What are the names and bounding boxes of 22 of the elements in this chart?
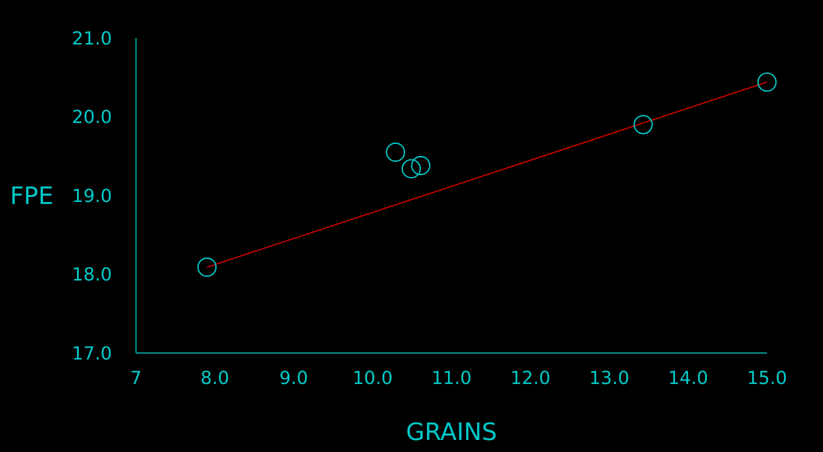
x-tick-label: 11.0 bbox=[431, 368, 472, 389]
x-tick-label: 8.0 bbox=[200, 368, 230, 389]
y-tick-label: 19.0 bbox=[72, 186, 112, 207]
y-axis-title: FPE bbox=[10, 182, 54, 210]
x-tick-label: 9.0 bbox=[279, 368, 308, 389]
x-tick-label: 14.0 bbox=[668, 368, 708, 389]
x-tick-label: 7 bbox=[130, 368, 142, 389]
point bbox=[634, 114, 653, 134]
x-tick-label: 10.0 bbox=[352, 368, 393, 389]
point bbox=[402, 159, 421, 178]
point bbox=[197, 258, 217, 277]
y-tick-label: 17.0 bbox=[72, 343, 112, 364]
x-tick-label: 12.0 bbox=[510, 368, 550, 389]
x-tick-label: 15.0 bbox=[746, 368, 788, 389]
point bbox=[757, 72, 777, 92]
point bbox=[386, 142, 406, 162]
y-tick-label: 21.0 bbox=[72, 28, 112, 50]
y-tick-label: 20.0 bbox=[72, 107, 112, 128]
x-tick-label: 13.0 bbox=[589, 368, 630, 389]
x-axis-title: GRAINS bbox=[406, 418, 497, 446]
point bbox=[411, 156, 430, 176]
y-tick-label: 18.0 bbox=[72, 264, 112, 286]
